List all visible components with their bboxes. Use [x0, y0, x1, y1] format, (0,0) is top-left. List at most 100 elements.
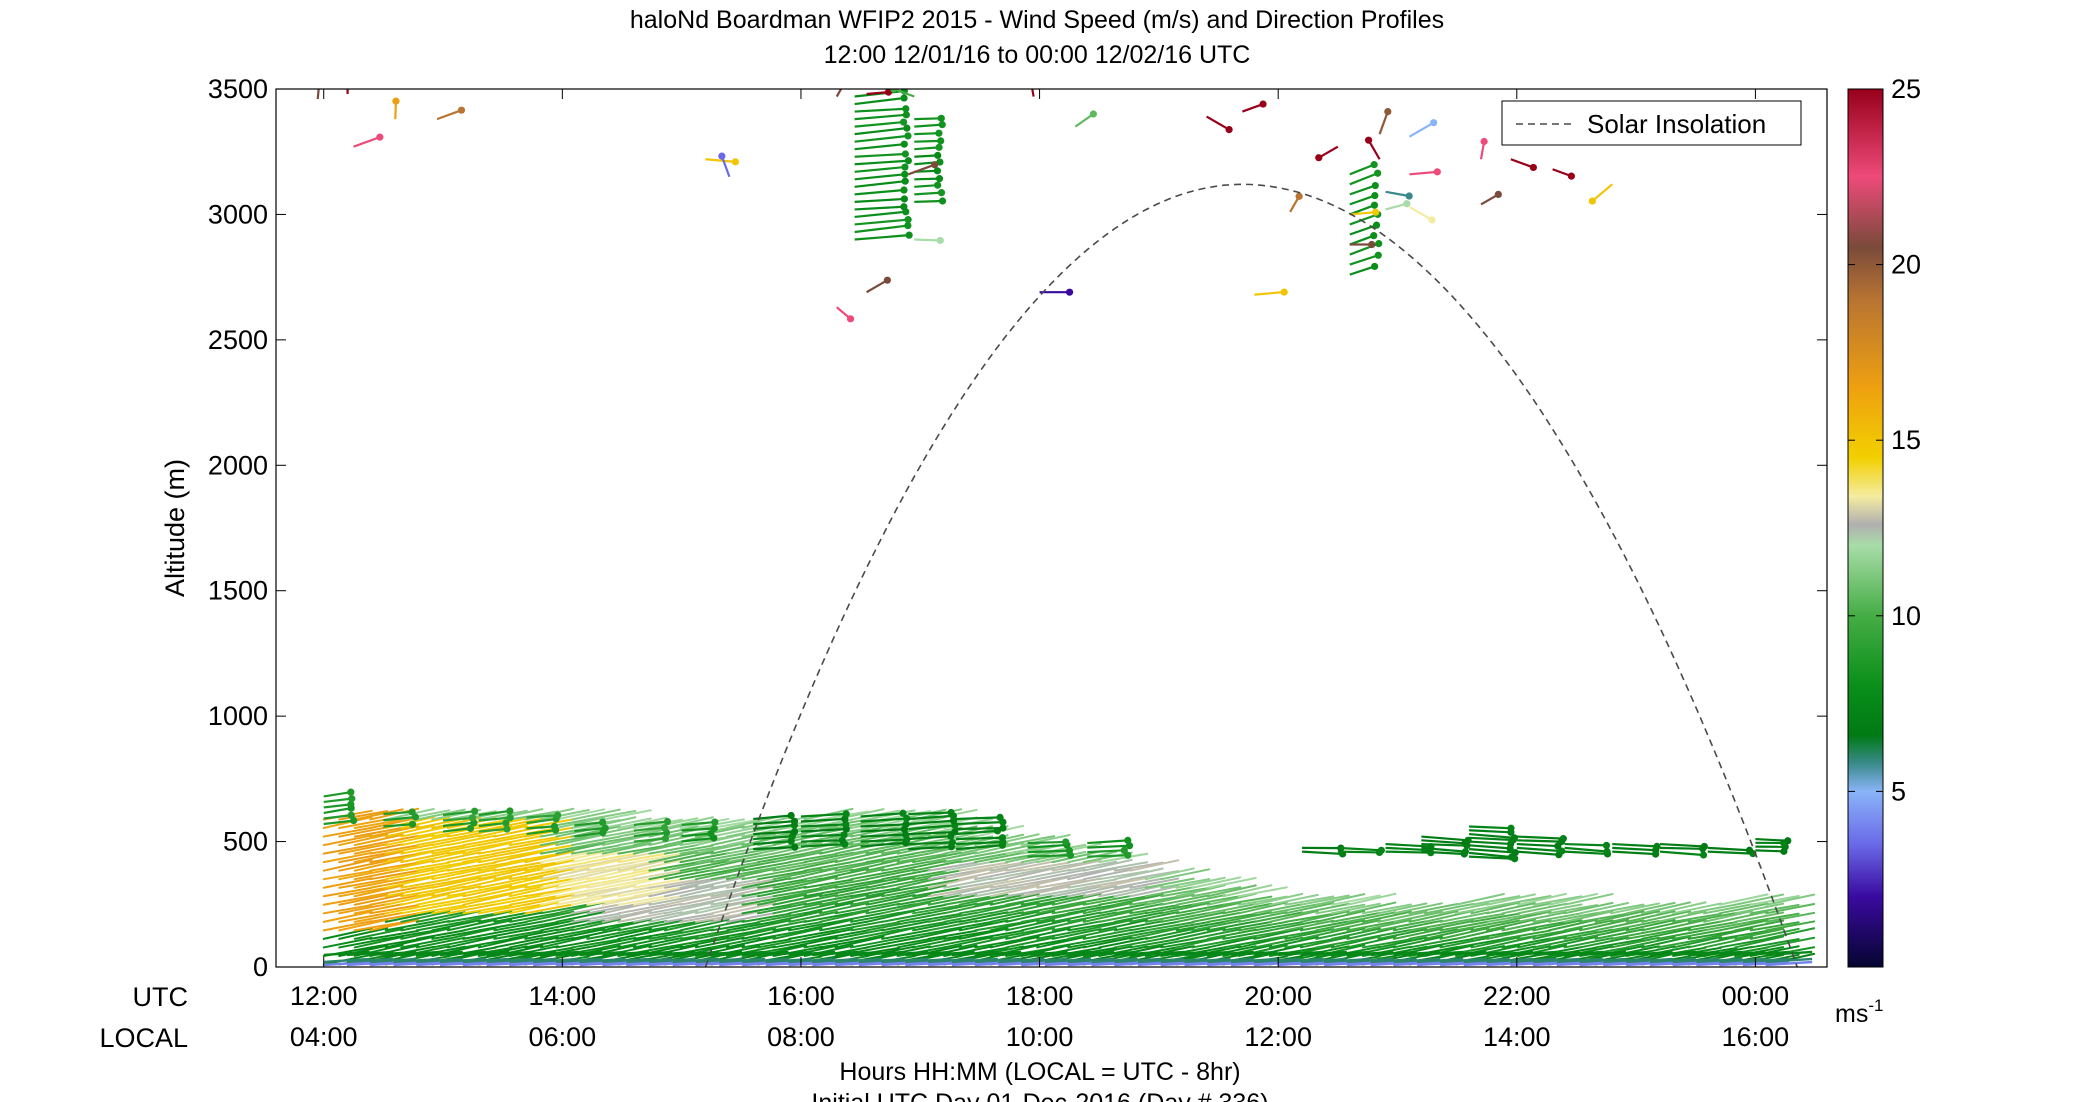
wind-vector — [446, 886, 497, 898]
wind-vector — [431, 937, 482, 949]
wind-vector — [353, 868, 404, 881]
wind-vector — [338, 886, 389, 898]
wind-vector — [896, 936, 947, 949]
wind-vector — [393, 960, 440, 967]
wind-vector — [1299, 894, 1350, 906]
wind-vector — [384, 859, 435, 872]
wind-barb — [914, 139, 941, 143]
wind-barb-head — [900, 94, 908, 102]
wind-vector — [1625, 929, 1676, 940]
wind-barb-head — [998, 834, 1007, 842]
wind-vector — [384, 868, 435, 881]
wind-vector — [338, 852, 389, 864]
wind-vector — [725, 927, 776, 940]
wind-vector — [579, 957, 626, 964]
wind-barb — [1349, 184, 1376, 196]
wind-vector — [1392, 935, 1443, 949]
wind-vector — [416, 960, 463, 967]
wind-vector — [1656, 937, 1707, 949]
wind-vector — [1284, 919, 1335, 932]
wind-vector — [1370, 950, 1417, 957]
wind-vector — [431, 859, 482, 872]
wind-barb — [1516, 835, 1564, 840]
wind-vector — [1284, 902, 1335, 915]
wind-vector — [834, 903, 885, 915]
wind-vector — [446, 895, 497, 906]
wind-vector — [850, 921, 901, 932]
wind-vector — [431, 895, 482, 906]
wind-vector — [927, 869, 978, 881]
colorbar-tick-label: 20 — [1891, 250, 1921, 280]
wind-barb-head — [471, 807, 479, 815]
wind-vector — [1067, 911, 1118, 923]
wind-vector — [1532, 919, 1583, 932]
wind-vector — [1254, 950, 1301, 957]
wind-vector — [369, 869, 420, 881]
wind-barb-head — [1433, 168, 1441, 176]
wind-vector — [1641, 901, 1692, 915]
wind-vector — [1161, 957, 1208, 964]
wind-vector — [663, 901, 714, 915]
wind-vector — [1392, 927, 1443, 940]
wind-barb-head — [900, 195, 908, 203]
wind-vector — [1051, 904, 1102, 915]
wind-vector — [1067, 878, 1118, 889]
wind-vector — [1206, 912, 1257, 923]
wind-vector — [1129, 895, 1180, 906]
wind-vector — [1268, 929, 1319, 940]
wind-barb-head — [790, 817, 799, 825]
wind-vector — [1036, 918, 1087, 932]
wind-barb — [1421, 846, 1466, 853]
wind-vector — [741, 877, 792, 889]
wind-vector — [463, 957, 510, 964]
wind-vector — [850, 850, 901, 864]
wind-vector — [415, 861, 466, 872]
wind-vector — [850, 911, 901, 923]
wind-vector — [974, 894, 1025, 906]
wind-vector — [632, 842, 683, 855]
wind-vector — [1300, 960, 1347, 967]
wind-vector — [1361, 910, 1412, 923]
wind-vector — [649, 960, 696, 967]
wind-barb — [633, 820, 668, 827]
wind-vector — [694, 868, 745, 881]
wind-vector — [1579, 918, 1630, 932]
wind-vector — [570, 886, 621, 898]
wind-barb — [1027, 854, 1071, 858]
wind-vector — [1021, 957, 1068, 964]
wind-vector — [1005, 835, 1056, 847]
wind-vector — [648, 920, 699, 932]
wind-vector — [974, 921, 1025, 932]
wind-vector — [741, 912, 792, 923]
wind-vector — [586, 825, 637, 838]
wind-vector — [555, 911, 606, 923]
wind-vector — [539, 861, 590, 872]
wind-vector — [570, 859, 621, 872]
wind-vector — [555, 861, 606, 872]
wind-vector — [850, 894, 901, 906]
wind-vector — [400, 927, 451, 940]
wind-vector — [1144, 927, 1195, 940]
wind-vector — [951, 957, 998, 964]
wind-barb — [1349, 254, 1379, 266]
wind-vector — [1300, 957, 1347, 964]
wind-vector — [353, 921, 404, 932]
wind-vector — [1051, 869, 1102, 881]
wind-vector — [632, 911, 683, 923]
wind-vector — [1626, 950, 1673, 957]
wind-vector — [1423, 927, 1474, 940]
wind-barb-head — [1384, 108, 1392, 116]
wind-vector — [1423, 919, 1474, 932]
wind-vector — [882, 957, 929, 964]
wind-vector — [679, 844, 730, 855]
wind-vector — [896, 859, 947, 872]
wind-barb — [1367, 139, 1381, 160]
wind-vector — [1284, 912, 1335, 923]
wind-barb — [1349, 234, 1375, 246]
wind-vector — [555, 877, 606, 889]
wind-vector — [1361, 938, 1412, 949]
wind-vector — [1423, 937, 1474, 949]
wind-barb-head — [933, 167, 942, 175]
wind-barb — [854, 113, 907, 121]
wind-barb — [478, 827, 508, 833]
